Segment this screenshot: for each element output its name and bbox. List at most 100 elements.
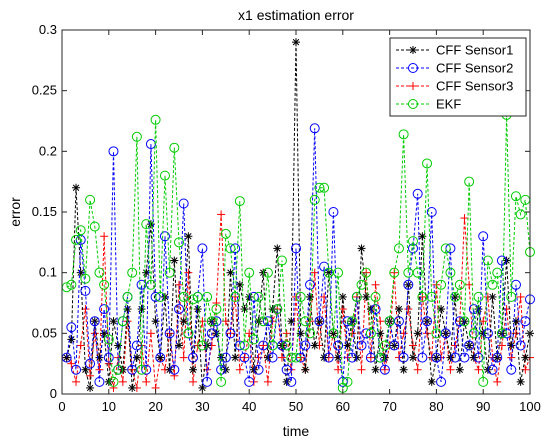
data-point-ekf [450, 291, 461, 302]
data-point-cff-sensor1-stroke [325, 269, 332, 276]
data-point-cff-sensor3 [465, 280, 474, 289]
data-point-cff-sensor1 [170, 256, 179, 265]
data-point-cff-sensor3 [184, 268, 193, 277]
data-point-cff-sensor1-stroke [334, 354, 342, 361]
data-point-cff-sensor1-stroke [306, 293, 314, 301]
data-point-cff-sensor1-stroke [185, 233, 192, 240]
data-point-cff-sensor3 [109, 383, 118, 392]
data-point-cff-sensor3 [235, 365, 244, 374]
data-point-cff-sensor2 [85, 358, 96, 369]
data-point-cff-sensor1-stroke [110, 317, 117, 325]
data-point-cff-sensor2 [478, 231, 489, 242]
data-point-ekf [202, 291, 213, 302]
data-point-cff-sensor1 [193, 305, 202, 314]
data-point-ekf [412, 267, 423, 278]
data-point-cff-sensor2 [188, 352, 199, 363]
data-point-cff-sensor1-stroke [414, 330, 421, 337]
data-point-cff-sensor1 [179, 317, 188, 326]
data-point-cff-sensor3 [516, 292, 525, 301]
series-ekf [61, 109, 535, 393]
data-point-cff-sensor1-stroke [456, 366, 464, 373]
data-point-cff-sensor2 [314, 316, 325, 327]
data-point-cff-sensor1 [109, 317, 118, 326]
data-point-cff-sensor3 [497, 341, 506, 350]
data-point-ekf [347, 316, 358, 327]
data-point-cff-sensor1-stroke [241, 305, 248, 313]
y-tick-label: 0.1 [39, 265, 57, 280]
x-tick-label: 70 [382, 399, 396, 414]
data-point-ekf [230, 291, 241, 302]
data-point-ekf [94, 267, 105, 278]
data-point-ekf [342, 376, 353, 387]
data-point-cff-sensor2 [291, 243, 301, 254]
x-tick-label: 50 [289, 399, 303, 414]
data-point-cff-sensor1 [521, 353, 530, 362]
data-point-cff-sensor3 [371, 280, 380, 289]
data-point-cff-sensor3 [100, 232, 109, 241]
data-point-cff-sensor1-stroke [274, 245, 281, 252]
data-point-cff-sensor2 [220, 352, 231, 363]
data-point-cff-sensor1-stroke [311, 342, 318, 349]
y-tick-label: 0.05 [32, 325, 57, 340]
data-point-cff-sensor1 [175, 341, 183, 350]
data-point-ekf [464, 176, 475, 187]
data-point-cff-sensor3 [95, 365, 104, 374]
data-point-ekf [281, 340, 292, 351]
data-point-ekf [248, 334, 259, 345]
data-point-ekf [108, 376, 119, 387]
data-point-cff-sensor3 [104, 359, 113, 368]
data-point-cff-sensor2 [323, 352, 334, 363]
data-point-cff-sensor3 [357, 365, 366, 374]
data-point-cff-sensor1-stroke [400, 366, 407, 373]
data-point-ekf [66, 279, 77, 290]
data-point-cff-sensor2 [454, 316, 465, 327]
data-point-cff-sensor2 [174, 304, 184, 315]
data-point-ekf [206, 316, 217, 327]
data-point-cff-sensor3 [263, 377, 272, 386]
data-point-cff-sensor3 [310, 268, 319, 277]
data-point-cff-sensor2 [431, 352, 442, 363]
data-point-ekf [478, 376, 489, 387]
data-point-ekf [426, 291, 437, 302]
data-point-cff-sensor2 [347, 352, 358, 363]
data-point-cff-sensor3 [212, 299, 221, 307]
data-point-cff-sensor1 [362, 292, 371, 301]
data-point-ekf [487, 279, 498, 290]
data-point-ekf [197, 340, 208, 351]
data-point-cff-sensor1 [409, 353, 417, 362]
data-point-cff-sensor1-stroke [171, 257, 178, 264]
y-tick-label: 0 [50, 386, 57, 401]
data-point-cff-sensor1-stroke [437, 305, 445, 313]
data-point-cff-sensor2 [150, 291, 161, 302]
data-point-cff-sensor3 [277, 353, 286, 362]
data-point-ekf [389, 267, 400, 278]
data-point-cff-sensor2 [230, 243, 241, 254]
data-point-ekf [351, 291, 362, 302]
data-point-cff-sensor3 [217, 210, 226, 219]
data-point-cff-sensor3 [170, 371, 179, 380]
data-point-cff-sensor1 [128, 383, 137, 392]
data-point-cff-sensor2 [473, 352, 484, 363]
data-point-cff-sensor1 [357, 244, 366, 253]
data-point-cff-sensor1-stroke [175, 342, 183, 349]
data-point-cff-sensor1 [511, 317, 520, 326]
data-point-ekf [258, 316, 269, 327]
data-point-cff-sensor2 [356, 340, 367, 351]
data-point-ekf [131, 131, 142, 142]
data-point-cff-sensor3 [334, 365, 343, 374]
data-point-cff-sensor1-stroke [302, 366, 309, 373]
data-point-cff-sensor1-stroke [86, 384, 94, 392]
data-point-cff-sensor2 [89, 316, 100, 327]
data-point-cff-sensor1-stroke [157, 354, 164, 361]
data-point-ekf [365, 328, 376, 339]
data-point-ekf [244, 267, 255, 278]
data-point-ekf [375, 352, 386, 363]
data-point-cff-sensor2 [131, 340, 142, 351]
x-tick-label: 90 [476, 399, 490, 414]
data-point-cff-sensor2 [262, 316, 273, 327]
data-point-ekf [515, 209, 526, 220]
data-point-cff-sensor1 [306, 292, 315, 301]
data-point-cff-sensor2 [506, 364, 517, 375]
data-point-ekf [141, 219, 152, 230]
data-point-cff-sensor2 [80, 285, 91, 296]
